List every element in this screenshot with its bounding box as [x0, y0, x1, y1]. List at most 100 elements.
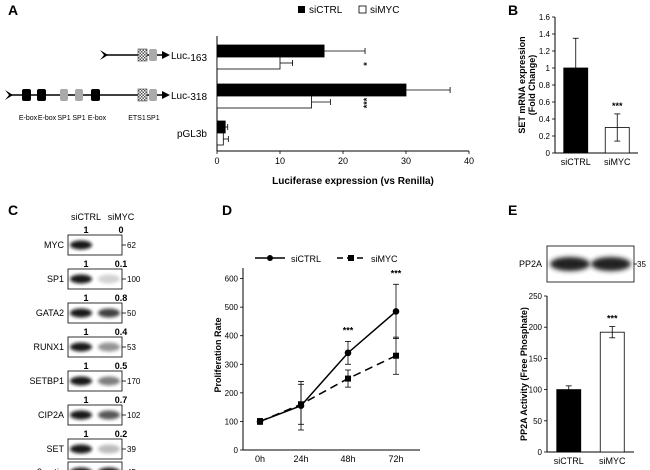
quantification-simyc: 0.1: [115, 259, 128, 269]
y-tick-label: 600: [225, 275, 239, 284]
protein-label: SET: [46, 444, 64, 454]
blot-header-sictrl: siCTRL: [71, 212, 101, 222]
blot-row: 1 0.2 SET 39: [46, 429, 136, 460]
legend-marker-sictrl: [267, 255, 273, 261]
set-mrna-bar-chart: 0 0.2 0.4 0.6 0.8 1 1.2 1.4 1.6 SET mRNA expressi…: [517, 13, 638, 167]
protein-label: RUNX1: [33, 342, 64, 352]
legend-label-simyc: siMYC: [371, 254, 398, 264]
protein-label: SP1: [47, 274, 64, 284]
y-tick-label: 0.4: [539, 115, 551, 124]
band-simyc: [98, 376, 120, 386]
luc-label-long: Luc: [171, 91, 187, 102]
construct-element-label: SP1: [146, 115, 159, 122]
molecular-weight: 100: [127, 275, 141, 284]
construct-element-label: E-box: [38, 115, 57, 122]
significance-marker: *: [362, 62, 372, 66]
quantification-sictrl: 1: [83, 293, 88, 303]
blot-frame: [67, 461, 123, 470]
legend-label-simyc: siMYC: [370, 5, 399, 16]
panel-letter-c: C: [8, 202, 18, 218]
category-label: siMYC: [604, 157, 631, 167]
y-tick-label: 150: [529, 354, 543, 363]
protein-label: CIP2A: [38, 410, 64, 420]
bar-simyc: [216, 132, 224, 146]
data-point-simyc: [393, 352, 399, 359]
band-simyc: [98, 410, 120, 420]
protein-label: SETBP1: [29, 376, 64, 386]
construct-element-label: SP1: [72, 115, 85, 122]
quantification-simyc: 0: [118, 225, 123, 235]
data-point-sictrl: [392, 308, 400, 315]
quantification-sictrl: 1: [83, 395, 88, 405]
bar-simyc: [216, 95, 312, 109]
y-tick-label: 100: [529, 386, 543, 395]
luciferase-bar-chart: siCTRL siMYC 0 10 20 30 40 Luciferase expressio…: [177, 5, 474, 187]
category-label: siCTRL: [554, 456, 584, 466]
x-tick-label: 40: [464, 156, 474, 166]
blot-row: 1 0.4 RUNX1 53: [33, 327, 136, 358]
x-tick-label: 0h: [255, 454, 265, 464]
data-point-simyc: [298, 401, 304, 408]
band-sictrl: [70, 342, 92, 352]
panel-letter-d: D: [222, 202, 232, 218]
category-label: siMYC: [599, 456, 626, 466]
protein-label: GATA2: [36, 308, 64, 318]
quantification-sictrl: 1: [83, 225, 88, 235]
significance-marker: ***: [607, 314, 618, 324]
protein-label: MYC: [44, 240, 65, 250]
series-line-simyc: [259, 355, 397, 423]
x-tick-label: 20: [338, 156, 348, 166]
quantification-simyc: 0.4: [115, 327, 128, 337]
quantification-sictrl: 1: [83, 327, 88, 337]
category-label: -163: [187, 53, 207, 64]
y-axis-label: PP2A Activity (Free Phosphate): [519, 307, 529, 441]
y-axis-label: (Fold Change): [527, 55, 537, 116]
y-tick-label: 1.6: [539, 13, 551, 22]
blot-row: 1 0.1 SP1 100: [47, 259, 141, 290]
molecular-weight: 39: [127, 445, 136, 454]
band-sictrl: [70, 308, 92, 318]
band-sictrl: [70, 444, 92, 454]
quantification-sictrl: 1: [83, 259, 88, 269]
x-tick-label: 10: [275, 156, 285, 166]
panel-letter-a: A: [8, 2, 18, 18]
x-tick-label: 72h: [388, 454, 403, 464]
band-simyc: [99, 467, 119, 470]
chart-legend: siCTRL siMYC: [298, 5, 399, 16]
legend-label-sictrl: siCTRL: [291, 254, 321, 264]
x-tick-label: 48h: [340, 454, 355, 464]
panel-letter-b: B: [508, 2, 518, 18]
quantification-simyc: 0.8: [115, 293, 128, 303]
bar-sictrl: [216, 44, 325, 58]
quantification-simyc: 0.5: [115, 361, 128, 371]
band-simyc: [98, 308, 120, 318]
significance-marker: ***: [343, 325, 354, 335]
blot-header-simyc: siMYC: [108, 212, 135, 222]
chart-legend: siCTRL siMYC: [255, 254, 398, 264]
band-sictrl: [70, 376, 92, 386]
significance-marker: ***: [391, 268, 402, 278]
blot-row: 1 0.5 SETBP1 170: [29, 361, 141, 392]
promoter-construct-long: Luc: [5, 88, 187, 102]
construct-element-labels: E-box E-box SP1 SP1 E-box ETS1 SP1: [19, 115, 160, 122]
y-tick-label: 0.2: [539, 132, 551, 141]
data-point-simyc: [257, 418, 263, 425]
construct-element-label: SP1: [57, 115, 70, 122]
y-axis-label: Proliferation Rate: [213, 317, 223, 392]
significance-marker: ***: [362, 97, 372, 108]
y-tick-label: 0: [234, 446, 239, 455]
bar-simyc: [599, 331, 625, 453]
legend-marker-simyc: [348, 255, 354, 261]
construct-element-label: ETS1: [128, 115, 146, 122]
data-point-simyc: [345, 375, 351, 382]
proliferation-line-chart: siCTRL siMYC 0 100 200 300 400 500 600 Proliferat…: [213, 254, 420, 464]
blot-row: 1 0.8 GATA2 50: [36, 293, 136, 324]
bar-sictrl: [216, 120, 226, 134]
y-tick-label: 0: [546, 149, 551, 158]
quantification-simyc: 0.2: [115, 429, 128, 439]
y-tick-label: 400: [225, 332, 239, 341]
band-sictrl: [70, 274, 92, 284]
